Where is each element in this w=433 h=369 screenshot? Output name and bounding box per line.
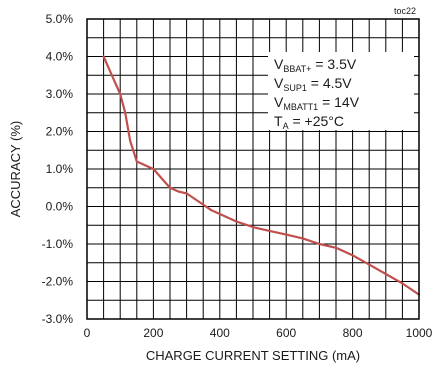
condition-value: = 14V [318, 94, 360, 110]
condition-subscript: BBAT+ [283, 64, 311, 74]
x-tick-label: 1000 [406, 326, 433, 340]
y-tick-label: -3.0% [42, 312, 74, 326]
x-tick-labels: 0 200 400 600 800 1000 [84, 326, 433, 340]
condition-value: = 4.5V [307, 75, 352, 91]
condition-subscript: SUP1 [283, 83, 307, 93]
condition-value: = +25°C [289, 113, 344, 129]
x-tick-label: 600 [276, 326, 296, 340]
y-tick-label: 1.0% [46, 162, 74, 176]
x-tick-label: 800 [343, 326, 363, 340]
y-tick-label: 5.0% [46, 12, 74, 26]
x-axis-label: CHARGE CURRENT SETTING (mA) [146, 348, 360, 363]
y-tick-labels: 5.0% 4.0% 3.0% 2.0% 1.0% 0.0% -1.0% -2.0% -3.0% [42, 12, 74, 326]
y-tick-label: 3.0% [46, 87, 74, 101]
chart-note: toc22 [394, 6, 416, 16]
condition-value: = 3.5V [311, 56, 356, 72]
y-tick-label: 2.0% [46, 125, 74, 139]
condition-subscript: MBATT1 [283, 102, 318, 112]
y-tick-label: 4.0% [46, 50, 74, 64]
y-axis-label: ACCURACY (%) [8, 121, 23, 218]
y-tick-label: -1.0% [42, 237, 74, 251]
y-tick-label: 0.0% [46, 200, 74, 214]
x-tick-label: 200 [143, 326, 163, 340]
y-tick-label: -2.0% [42, 275, 74, 289]
x-tick-label: 0 [84, 326, 91, 340]
x-tick-label: 400 [210, 326, 230, 340]
